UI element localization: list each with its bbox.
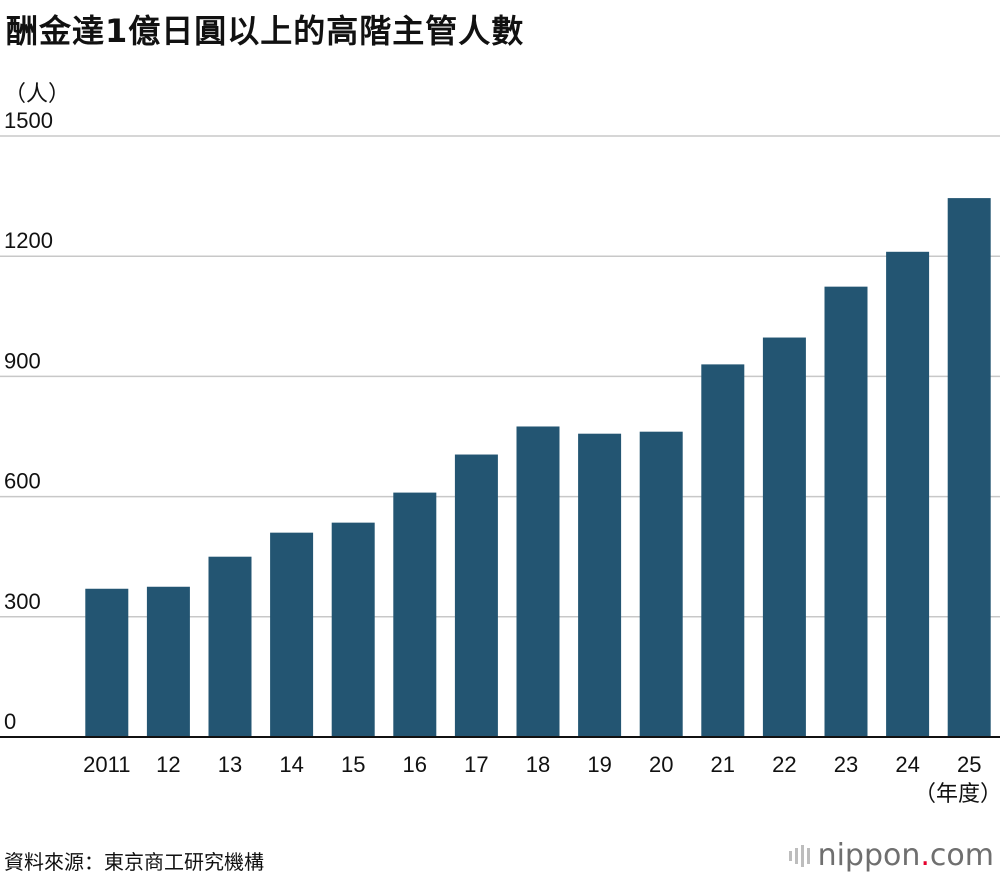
- x-tick-label: 2011: [83, 752, 130, 777]
- bar: [146, 586, 190, 737]
- brand-name: nippon: [817, 838, 921, 873]
- bar: [824, 286, 868, 737]
- bar: [85, 588, 129, 737]
- bar: [331, 522, 375, 737]
- y-tick-label: 600: [4, 469, 41, 494]
- source-note: 資料來源：東京商工研究機構: [4, 850, 264, 874]
- y-axis-unit-label: （人）: [4, 82, 71, 107]
- x-tick-label: 15: [341, 752, 365, 777]
- x-axis-unit-label: （年度）: [914, 781, 1000, 806]
- x-tick-label: 18: [526, 752, 550, 777]
- y-tick-labels: 0 300 600 900 1200 1500: [4, 108, 53, 734]
- bar: [762, 337, 806, 737]
- bar: [393, 492, 437, 737]
- brand-dot: .: [920, 838, 930, 873]
- x-tick-label: 25: [957, 752, 981, 777]
- x-tick-label: 23: [834, 752, 858, 777]
- bar: [639, 431, 683, 737]
- x-tick-label: 17: [464, 752, 488, 777]
- bars: [85, 198, 991, 737]
- x-tick-label: 12: [156, 752, 180, 777]
- x-tick-label: 13: [218, 752, 242, 777]
- x-tick-label: 24: [895, 752, 919, 777]
- bar: [208, 556, 252, 737]
- chart-title: 酬金達1億日圓以上的高階主管人數: [6, 12, 525, 50]
- bar: [578, 433, 622, 737]
- x-tick-label: 21: [711, 752, 735, 777]
- logo-bars-icon: [788, 844, 810, 867]
- bar: [516, 426, 560, 737]
- x-tick-label: 22: [772, 752, 796, 777]
- x-tick-label: 19: [587, 752, 611, 777]
- y-tick-label: 1200: [4, 228, 53, 253]
- bar: [886, 251, 930, 737]
- bar: [701, 364, 745, 737]
- bar: [947, 198, 991, 737]
- x-tick-label: 20: [649, 752, 673, 777]
- brand-tld: com: [929, 838, 994, 873]
- y-tick-label: 900: [4, 348, 41, 373]
- x-tick-label: 14: [279, 752, 303, 777]
- y-tick-label: 0: [4, 709, 16, 734]
- x-tick-label: 16: [403, 752, 427, 777]
- y-tick-label: 300: [4, 589, 41, 614]
- x-tick-labels: 2011 12 13 14 15 16 17 18 19 20 21 22 23 24 25: [83, 752, 981, 777]
- nippon-logo: nippon.com: [788, 838, 994, 873]
- bar: [270, 532, 314, 737]
- y-tick-label: 1500: [4, 108, 53, 133]
- bar: [454, 454, 498, 737]
